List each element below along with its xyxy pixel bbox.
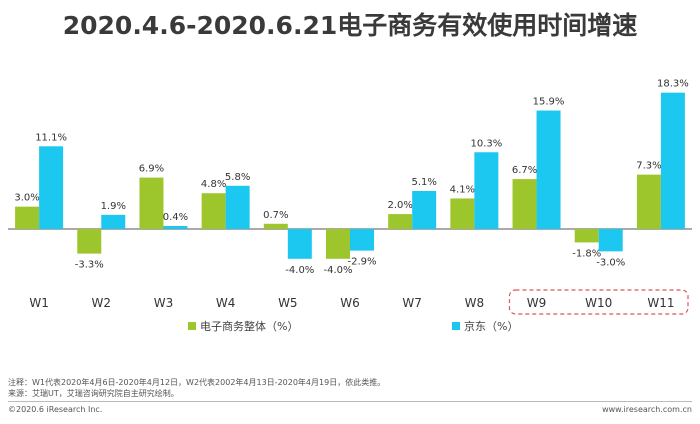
x-tick-label-w5: W5 xyxy=(278,296,298,310)
bar-ecommerce-w10 xyxy=(574,229,599,243)
x-tick-label-w6: W6 xyxy=(340,296,360,310)
x-tick-label-w9: W9 xyxy=(527,296,547,310)
legend-label-jd: 京东（%） xyxy=(464,320,519,333)
bar-chart: 3.0% 11.1% W1 -3.3% 1.9% W2 6.9% 0.4% W3 4.8%5.8%… xyxy=(8,79,692,315)
bar-ecommerce-w3 xyxy=(139,177,164,229)
data-label-ecommerce-w9: 6.7% xyxy=(512,165,537,176)
bar-jd-w3 xyxy=(163,226,188,229)
bar-jd-w9 xyxy=(536,110,561,229)
data-label-jd-w5: -4.0% xyxy=(285,265,314,276)
data-label-ecommerce-w5: 0.7% xyxy=(263,210,288,221)
bar-jd-w7 xyxy=(412,191,437,229)
bar-ecommerce-w11 xyxy=(636,174,661,229)
bar-jd-w4 xyxy=(225,185,250,229)
bar-jd-w8 xyxy=(474,152,499,229)
bar-jd-w6 xyxy=(350,229,374,251)
data-label-ecommerce-w11: 7.3% xyxy=(636,161,661,172)
data-label-ecommerce-w10: -1.8% xyxy=(572,248,601,259)
data-label-jd-w1: 11.1% xyxy=(35,132,67,143)
data-label-ecommerce-w1: 3.0% xyxy=(14,193,39,204)
data-label-jd-w10: -3.0% xyxy=(596,257,625,268)
data-label-ecommerce-w4: 4.8% xyxy=(201,179,226,190)
legend-item-jd: 京东（%） xyxy=(452,318,518,334)
data-label-jd-w11: 18.3% xyxy=(657,79,689,90)
data-label-ecommerce-w6: -4.0% xyxy=(323,265,352,276)
x-tick-label-w7: W7 xyxy=(402,296,422,310)
bar-ecommerce-w8 xyxy=(450,198,475,229)
highlight-box xyxy=(508,289,689,315)
legend-label-ecommerce: 电子商务整体（%） xyxy=(200,320,299,333)
bar-jd-w11 xyxy=(660,92,685,229)
bar-ecommerce-w4 xyxy=(201,193,226,229)
bar-ecommerce-w5 xyxy=(263,223,288,229)
footer-divider xyxy=(8,401,692,402)
x-tick-label-w10: W10 xyxy=(585,296,612,310)
notes: 注释：W1代表2020年4月6日-2020年4月12日，W2代表2002年4月1… xyxy=(8,377,385,399)
x-tick-label-w1: W1 xyxy=(29,296,49,310)
bar-ecommerce-w2 xyxy=(77,229,102,254)
data-label-jd-w4: 5.8% xyxy=(225,172,250,183)
legend-item-ecommerce: 电子商务整体（%） xyxy=(188,318,298,334)
x-tick-label-w8: W8 xyxy=(465,296,485,310)
footer-url: www.iresearch.com.cn xyxy=(602,405,692,414)
data-label-jd-w2: 1.9% xyxy=(101,201,126,212)
data-label-ecommerce-w3: 6.9% xyxy=(139,164,164,175)
data-label-jd-w7: 5.1% xyxy=(411,177,436,188)
data-label-jd-w6: -2.9% xyxy=(347,257,376,268)
bar-ecommerce-w7 xyxy=(388,214,413,229)
bar-ecommerce-w1 xyxy=(15,206,40,229)
x-tick-label-w11: W11 xyxy=(647,296,674,310)
bar-jd-w5 xyxy=(287,229,312,259)
bar-jd-w2 xyxy=(101,214,126,229)
data-label-jd-w9: 15.9% xyxy=(533,97,565,108)
note-line-2: 来源：艾瑞UT，艾瑞咨询研究院自主研究绘制。 xyxy=(8,389,179,398)
x-tick-label-w3: W3 xyxy=(154,296,174,310)
legend-swatch-ecommerce xyxy=(188,322,196,330)
legend-swatch-jd xyxy=(452,322,460,330)
bar-ecommerce-w9 xyxy=(512,179,537,229)
note-line-1: 注释：W1代表2020年4月6日-2020年4月12日，W2代表2002年4月1… xyxy=(8,378,386,387)
data-label-ecommerce-w2: -3.3% xyxy=(75,260,104,271)
footer-copyright: ©2020.6 iResearch Inc. xyxy=(8,405,103,414)
bar-jd-w10 xyxy=(598,229,623,252)
bar-jd-w1 xyxy=(39,146,64,229)
x-tick-label-w2: W2 xyxy=(92,296,112,310)
data-label-ecommerce-w7: 2.0% xyxy=(387,200,412,211)
data-label-jd-w3: 0.4% xyxy=(163,212,188,223)
data-label-jd-w8: 10.3% xyxy=(470,138,502,149)
bar-ecommerce-w6 xyxy=(326,229,350,259)
data-label-ecommerce-w8: 4.1% xyxy=(450,184,475,195)
x-tick-label-w4: W4 xyxy=(216,296,236,310)
chart-title: 2020.4.6-2020.6.21电子商务有效使用时间增速 xyxy=(62,11,638,40)
